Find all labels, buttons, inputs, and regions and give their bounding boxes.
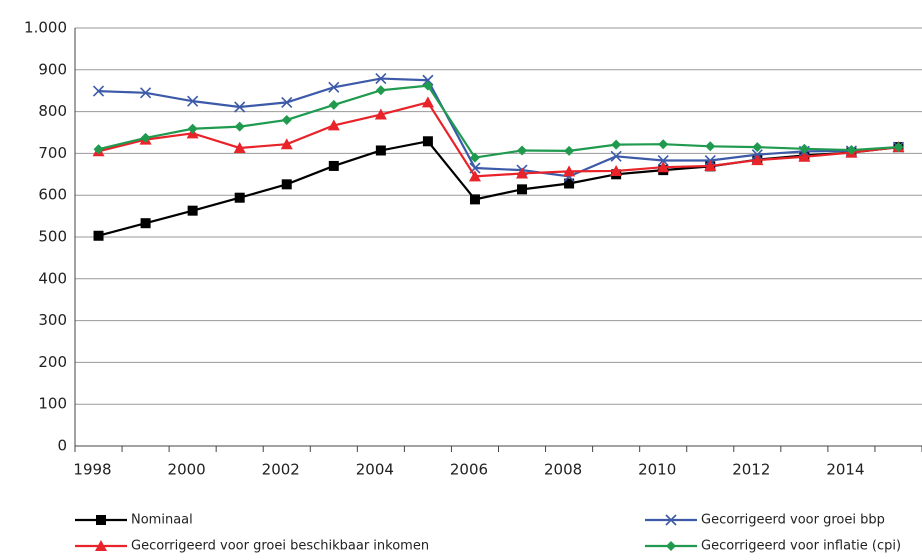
marker (666, 541, 676, 551)
marker (140, 87, 152, 99)
y-tick-label: 500 (38, 228, 67, 246)
legend: Nominaal Gecorrigeerd voor groei bbp Gecor… (75, 513, 901, 554)
marker (657, 161, 670, 173)
marker (798, 150, 811, 162)
series-line (98, 84, 899, 159)
marker (665, 514, 677, 526)
marker (93, 230, 104, 241)
marker (469, 152, 480, 163)
marker (422, 80, 433, 91)
x-tick-label: 2010 (638, 461, 676, 479)
marker (234, 101, 246, 113)
marker (374, 108, 387, 120)
x-tick-label: 2004 (356, 461, 394, 479)
marker (893, 142, 904, 153)
marker (92, 85, 105, 97)
y-tick-label: 100 (38, 395, 67, 413)
marker (468, 170, 481, 182)
x-tick-label: 2002 (262, 461, 300, 479)
marker (564, 145, 575, 156)
marker (95, 540, 107, 551)
y-tick-label: 1.000 (24, 19, 67, 37)
series-line (98, 140, 899, 237)
marker (705, 141, 716, 152)
marker (516, 167, 529, 179)
marker (752, 142, 763, 153)
x-tick-label: 2008 (544, 461, 582, 479)
marker (564, 178, 575, 189)
marker (96, 515, 106, 525)
marker (658, 139, 669, 150)
x-tick-label: 1998 (73, 461, 111, 479)
x-tick-label: 2014 (826, 461, 864, 479)
marker (610, 150, 622, 162)
marker (233, 141, 246, 153)
y-tick-label: 700 (38, 144, 67, 162)
marker (610, 164, 623, 176)
marker (751, 154, 764, 166)
legend-label: Gecorrigeerd voor inflatie (cpi) (701, 539, 901, 554)
marker (611, 139, 622, 150)
y-tick-label: 300 (38, 311, 67, 329)
legend-label: Gecorrigeerd voor groei bbp (701, 513, 885, 528)
marker (422, 136, 433, 147)
marker (328, 99, 339, 110)
y-tick-label: 0 (57, 437, 67, 455)
marker (234, 121, 245, 132)
y-tick-label: 900 (38, 60, 67, 78)
marker (375, 73, 387, 85)
marker (657, 154, 669, 167)
marker (187, 95, 199, 107)
marker (187, 205, 198, 216)
marker (281, 96, 293, 108)
legend-label: Gecorrigeerd voor groei beschikbaar inko… (131, 539, 429, 554)
marker (281, 114, 292, 125)
x-tick-label: 2006 (450, 461, 488, 479)
legend-label: Nominaal (131, 513, 193, 528)
marker (328, 160, 339, 171)
marker (375, 85, 386, 96)
y-tick-label: 200 (38, 353, 67, 371)
marker (422, 74, 434, 86)
marker (704, 159, 717, 171)
y-tick-label: 400 (38, 269, 67, 287)
y-tick-label: 600 (38, 186, 67, 204)
marker (281, 179, 292, 190)
marker (140, 132, 151, 143)
series-line (98, 101, 899, 178)
marker (421, 96, 434, 108)
marker (234, 192, 245, 203)
y-tick-label: 800 (38, 102, 67, 120)
x-tick-label: 2012 (732, 461, 770, 479)
marker (140, 218, 151, 229)
marker (93, 144, 104, 155)
marker (563, 165, 576, 177)
marker (469, 194, 480, 205)
marker (187, 123, 198, 134)
marker (846, 145, 857, 156)
marker (327, 119, 340, 131)
marker (280, 138, 293, 150)
marker (799, 143, 810, 154)
x-tick-label: 2000 (168, 461, 206, 479)
series-line (98, 77, 899, 178)
marker (517, 145, 528, 156)
marker (375, 145, 386, 156)
marker (328, 81, 340, 93)
marker (517, 184, 528, 195)
